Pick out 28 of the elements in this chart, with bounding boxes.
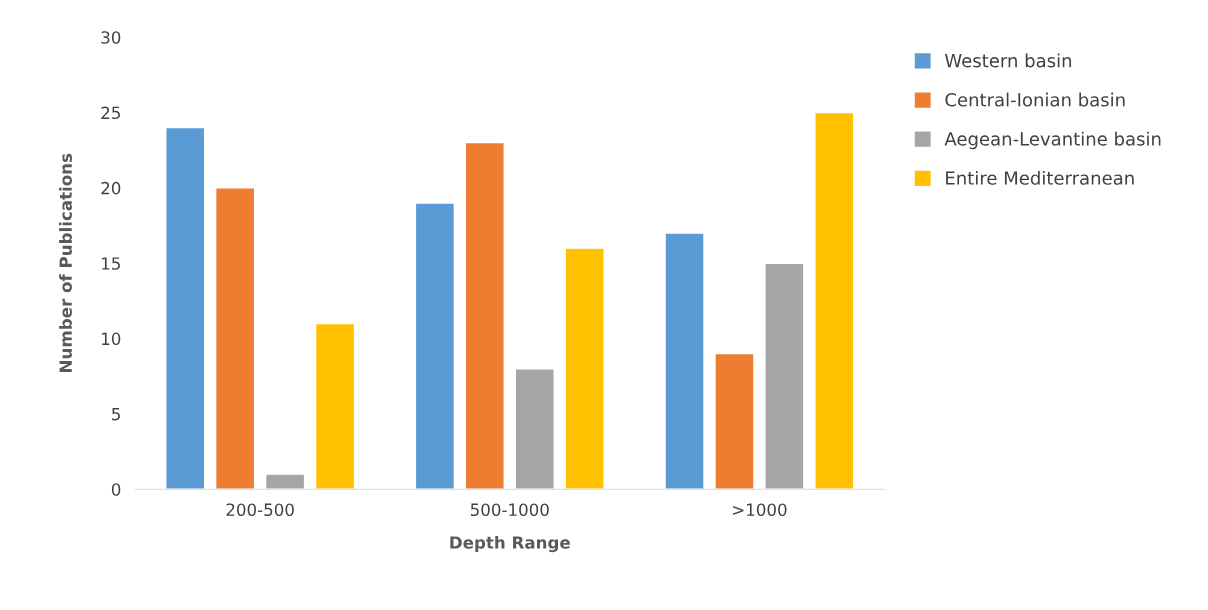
legend-label: Western basin: [944, 53, 1072, 68]
y-tick-label: 0: [111, 483, 121, 496]
x-tick-label: >1000: [733, 503, 787, 517]
bar: [214, 187, 256, 490]
y-tick-label: 5: [112, 408, 120, 421]
x-axis-title: Depth Range: [450, 535, 570, 553]
legend-label: Entire Mediterranean: [946, 170, 1134, 185]
bar: [464, 141, 505, 490]
bar: [564, 247, 605, 490]
y-tick-label: 20: [101, 181, 121, 195]
legend-label: Aegean-Levantine basin: [944, 131, 1161, 150]
bar: [414, 202, 456, 490]
y-tick-label: 30: [101, 31, 121, 44]
bar: [714, 352, 755, 490]
bar: [664, 232, 705, 490]
bar: [514, 367, 555, 490]
y-tick-label: 25: [101, 106, 120, 120]
y-tick-label: 15: [102, 257, 120, 270]
y-tick-label: 10: [102, 332, 121, 346]
bar: [314, 322, 356, 490]
bar: [264, 473, 306, 490]
bar: [165, 126, 206, 490]
y-axis-title: Number of Publications: [59, 153, 72, 372]
x-tick-label: 200-500: [226, 503, 294, 517]
bar: [814, 111, 855, 490]
legend-label: Central-Ionian basin: [945, 92, 1125, 107]
x-tick-label: 500-1000: [470, 503, 549, 517]
bar: [764, 262, 805, 490]
